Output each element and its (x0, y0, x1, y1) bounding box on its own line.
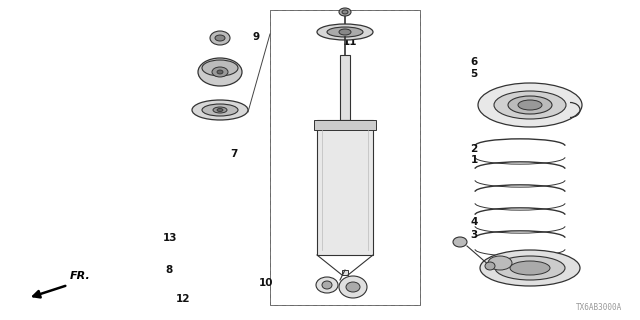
Text: FR.: FR. (70, 271, 91, 281)
Ellipse shape (217, 108, 223, 111)
Ellipse shape (485, 262, 495, 270)
Text: 9: 9 (253, 32, 260, 42)
Ellipse shape (478, 83, 582, 127)
Text: 3: 3 (470, 230, 477, 240)
Ellipse shape (488, 256, 512, 270)
Text: 2: 2 (470, 144, 477, 154)
Text: 1: 1 (470, 155, 477, 165)
Ellipse shape (210, 31, 230, 45)
Bar (342, 270, 348, 275)
Text: 7: 7 (230, 148, 238, 159)
Ellipse shape (192, 100, 248, 120)
Ellipse shape (198, 58, 242, 86)
Text: 4: 4 (470, 217, 478, 228)
Text: 8: 8 (165, 265, 172, 276)
Ellipse shape (322, 281, 332, 289)
Ellipse shape (508, 96, 552, 114)
Ellipse shape (510, 261, 550, 275)
Ellipse shape (339, 276, 367, 298)
Ellipse shape (316, 277, 338, 293)
Ellipse shape (212, 67, 228, 77)
Ellipse shape (202, 104, 238, 116)
Text: 11: 11 (342, 36, 357, 47)
Ellipse shape (317, 24, 373, 40)
Ellipse shape (346, 282, 360, 292)
Ellipse shape (495, 256, 565, 280)
Text: 6: 6 (470, 57, 477, 68)
Ellipse shape (339, 29, 351, 35)
Ellipse shape (339, 8, 351, 16)
Ellipse shape (480, 250, 580, 286)
Ellipse shape (215, 35, 225, 41)
Ellipse shape (494, 91, 566, 119)
Ellipse shape (342, 10, 348, 14)
Bar (314, 120, 376, 130)
Ellipse shape (213, 107, 227, 113)
Ellipse shape (453, 237, 467, 247)
Ellipse shape (217, 70, 223, 74)
Text: 5: 5 (470, 68, 477, 79)
Text: 10: 10 (259, 278, 274, 288)
Bar (340, 55, 350, 120)
Bar (270, 10, 420, 305)
Ellipse shape (327, 27, 363, 37)
Text: 13: 13 (163, 233, 178, 244)
Bar (317, 120, 373, 255)
Text: 12: 12 (176, 294, 191, 304)
Ellipse shape (518, 100, 542, 110)
Text: TX6AB3000A: TX6AB3000A (576, 303, 622, 312)
Ellipse shape (202, 60, 238, 76)
